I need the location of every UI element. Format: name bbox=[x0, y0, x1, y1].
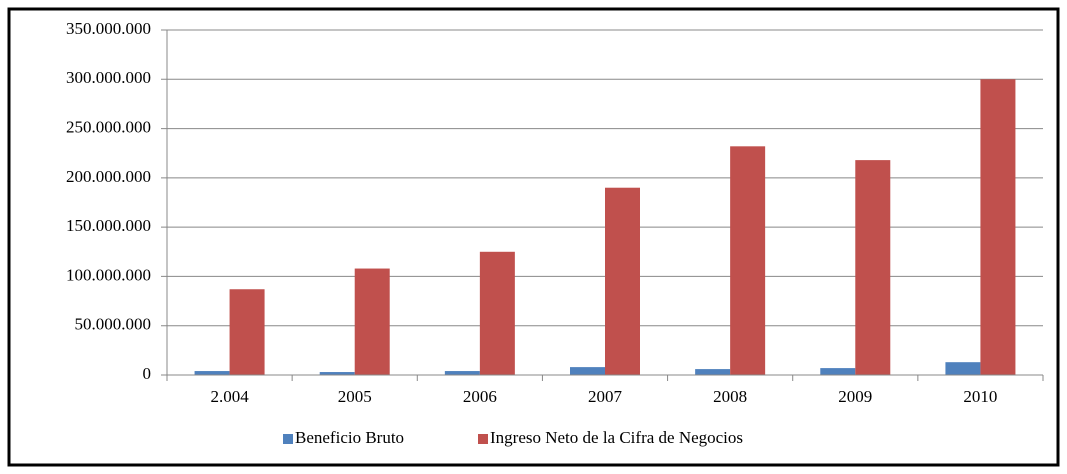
bar bbox=[730, 146, 766, 375]
y-tick-label: 50.000.000 bbox=[75, 315, 152, 334]
bar bbox=[820, 368, 856, 375]
x-tick-label: 2010 bbox=[963, 387, 997, 406]
y-tick-label: 300.000.000 bbox=[66, 68, 151, 87]
y-tick-label: 0 bbox=[143, 364, 152, 383]
bar bbox=[605, 187, 640, 375]
bar bbox=[444, 371, 480, 375]
y-tick-label: 350.000.000 bbox=[66, 19, 151, 38]
x-tick-label: 2007 bbox=[588, 387, 623, 406]
bar bbox=[945, 362, 981, 375]
x-tick-label: 2008 bbox=[713, 387, 747, 406]
x-tick-label: 2006 bbox=[463, 387, 497, 406]
y-tick-label: 100.000.000 bbox=[66, 265, 151, 284]
chart-frame bbox=[7, 7, 1060, 467]
bar bbox=[695, 369, 731, 375]
bar bbox=[229, 289, 265, 375]
bar bbox=[354, 268, 390, 375]
x-tick-label: 2.004 bbox=[210, 387, 249, 406]
x-tick-label: 2005 bbox=[338, 387, 372, 406]
bar bbox=[194, 371, 230, 375]
bar bbox=[319, 372, 355, 375]
legend-swatch bbox=[478, 434, 488, 444]
bar bbox=[570, 367, 605, 375]
x-tick-label: 2009 bbox=[838, 387, 872, 406]
bar bbox=[479, 251, 515, 375]
legend-label: Beneficio Bruto bbox=[295, 428, 404, 447]
y-tick-label: 250.000.000 bbox=[66, 117, 151, 136]
y-tick-label: 150.000.000 bbox=[66, 216, 151, 235]
legend-swatch bbox=[283, 434, 293, 444]
bar bbox=[980, 79, 1016, 376]
legend-label: Ingreso Neto de la Cifra de Negocios bbox=[490, 428, 743, 447]
y-tick-label: 200.000.000 bbox=[66, 167, 151, 186]
bar bbox=[855, 160, 891, 375]
